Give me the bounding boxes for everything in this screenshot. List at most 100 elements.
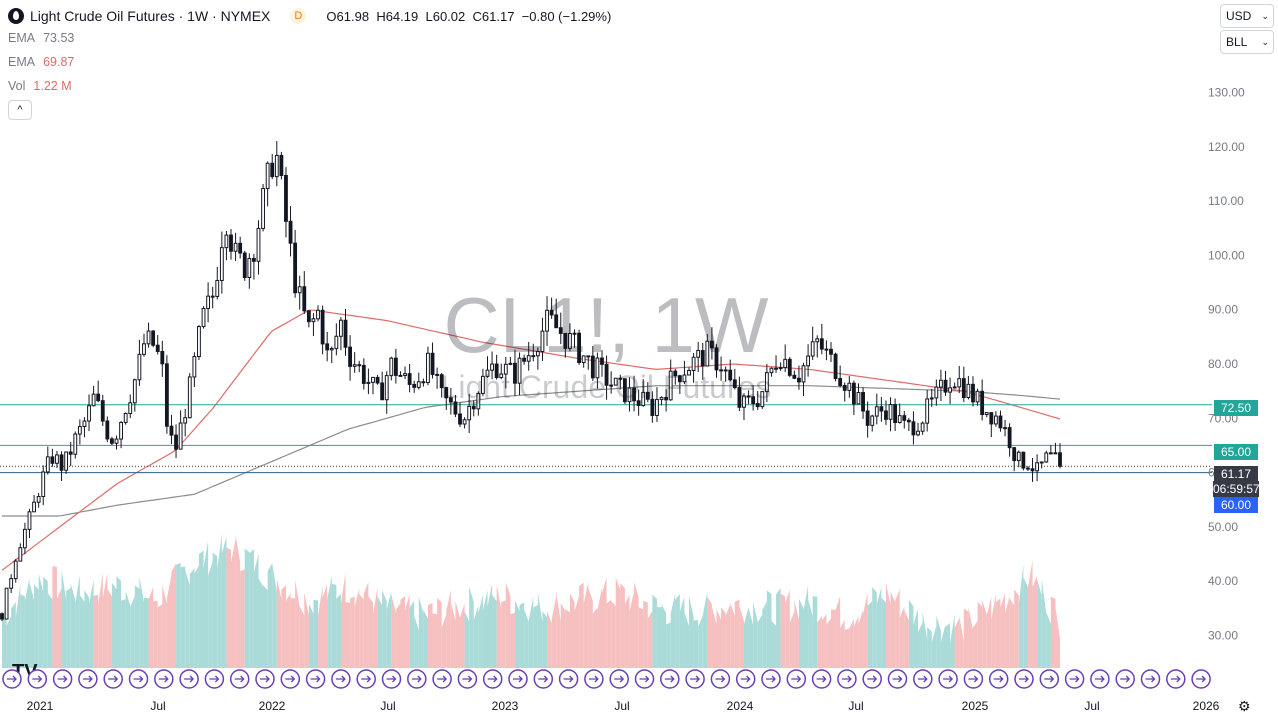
candle[interactable] — [682, 360, 687, 384]
candle[interactable] — [407, 363, 412, 393]
candle[interactable] — [975, 388, 980, 406]
candle[interactable] — [714, 344, 719, 378]
candle[interactable] — [187, 373, 192, 419]
candle[interactable] — [829, 342, 833, 363]
candle[interactable] — [751, 385, 756, 411]
delayed-badge[interactable]: D — [290, 8, 307, 24]
candle[interactable] — [77, 419, 82, 445]
candle[interactable] — [183, 408, 188, 437]
candle[interactable] — [229, 229, 233, 260]
event-marker[interactable] — [1166, 669, 1186, 689]
candle[interactable] — [824, 340, 829, 361]
candle[interactable] — [581, 355, 586, 368]
candle[interactable] — [655, 387, 659, 422]
candle[interactable] — [164, 355, 169, 434]
collapse-legend-button[interactable]: ^ — [8, 100, 32, 120]
candle[interactable] — [746, 390, 751, 405]
candle[interactable] — [508, 356, 513, 366]
price-tag-last[interactable]: 61.17 — [1214, 466, 1258, 482]
event-marker[interactable] — [457, 669, 478, 689]
candle[interactable] — [45, 446, 50, 475]
candle[interactable] — [137, 339, 142, 386]
candle[interactable] — [334, 323, 339, 356]
event-marker[interactable] — [2, 669, 22, 689]
candle[interactable] — [719, 356, 723, 381]
candle[interactable] — [329, 346, 334, 364]
candle[interactable] — [210, 286, 215, 309]
candle[interactable] — [87, 394, 91, 432]
candle[interactable] — [68, 441, 73, 467]
candle[interactable] — [888, 397, 893, 432]
candle[interactable] — [787, 356, 792, 378]
candle[interactable] — [723, 366, 728, 382]
event-marker[interactable] — [255, 669, 275, 689]
event-marker[interactable] — [229, 669, 250, 689]
event-marker[interactable] — [609, 669, 629, 689]
candle[interactable] — [174, 424, 178, 459]
candle[interactable] — [18, 543, 23, 562]
event-marker[interactable] — [558, 669, 579, 689]
event-marker[interactable] — [1140, 669, 1161, 689]
candle[interactable] — [971, 376, 975, 407]
event-marker[interactable] — [988, 669, 1009, 689]
candle[interactable] — [389, 356, 394, 381]
candle[interactable] — [641, 379, 646, 407]
candle[interactable] — [1016, 450, 1021, 468]
event-marker[interactable] — [280, 669, 301, 689]
candle[interactable] — [989, 412, 994, 438]
candle[interactable] — [925, 390, 930, 432]
candle[interactable] — [91, 385, 96, 407]
candle[interactable] — [934, 379, 939, 406]
candle[interactable] — [316, 305, 320, 322]
event-marker[interactable] — [963, 669, 984, 689]
event-marker[interactable] — [584, 669, 604, 689]
candle[interactable] — [155, 335, 160, 355]
candle[interactable] — [201, 306, 206, 329]
candle[interactable] — [851, 380, 856, 416]
candle[interactable] — [884, 400, 888, 425]
candle[interactable] — [361, 358, 366, 390]
candle[interactable] — [439, 373, 444, 398]
candle[interactable] — [792, 370, 797, 380]
candle[interactable] — [403, 366, 407, 379]
candle[interactable] — [297, 275, 302, 310]
event-marker[interactable] — [786, 669, 807, 689]
candle[interactable] — [375, 374, 380, 385]
candle[interactable] — [590, 346, 595, 381]
candle[interactable] — [783, 344, 788, 372]
candle[interactable] — [416, 372, 421, 390]
price-tag-65[interactable]: 65.00 — [1214, 444, 1258, 460]
candle[interactable] — [916, 422, 920, 437]
candle[interactable] — [251, 254, 256, 280]
candle[interactable] — [435, 367, 440, 389]
candle[interactable] — [549, 297, 554, 319]
event-marker[interactable] — [305, 669, 326, 689]
candle[interactable] — [513, 349, 517, 397]
candle[interactable] — [128, 394, 133, 419]
event-marker[interactable] — [154, 669, 174, 689]
candle[interactable] — [178, 410, 183, 450]
candle[interactable] — [568, 323, 572, 352]
candle[interactable] — [142, 333, 146, 357]
event-marker[interactable] — [482, 669, 503, 689]
candle[interactable] — [339, 317, 343, 351]
candle[interactable] — [1012, 446, 1017, 472]
candle[interactable] — [801, 362, 806, 397]
candle[interactable] — [778, 362, 783, 371]
candle[interactable] — [22, 522, 27, 555]
candle[interactable] — [233, 232, 238, 262]
candle[interactable] — [0, 612, 4, 621]
candle[interactable] — [1007, 423, 1012, 457]
candle[interactable] — [1053, 442, 1058, 455]
candle[interactable] — [123, 412, 128, 425]
candle[interactable] — [847, 376, 852, 398]
candle[interactable] — [36, 492, 41, 508]
candle[interactable] — [980, 379, 985, 421]
event-marker[interactable] — [1191, 669, 1211, 689]
candle[interactable] — [645, 382, 650, 403]
indicator-volume[interactable]: Vol 1.22 M — [8, 74, 611, 98]
candle[interactable] — [105, 416, 110, 443]
candle[interactable] — [897, 403, 902, 424]
candle[interactable] — [1035, 454, 1040, 482]
candle[interactable] — [224, 230, 229, 261]
